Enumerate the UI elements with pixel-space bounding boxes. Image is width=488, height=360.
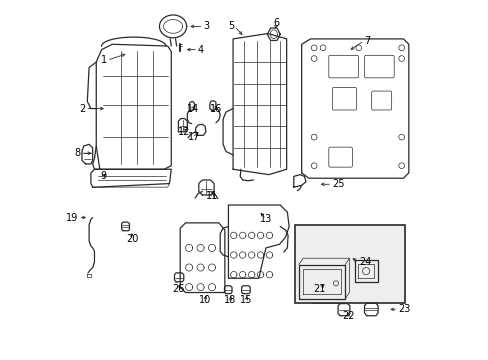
FancyBboxPatch shape: [328, 147, 352, 167]
FancyBboxPatch shape: [371, 91, 391, 110]
Text: 15: 15: [240, 295, 252, 305]
Text: 23: 23: [397, 304, 409, 314]
Text: 5: 5: [228, 21, 234, 31]
Text: 7: 7: [364, 36, 370, 46]
Text: 17: 17: [188, 132, 200, 142]
Text: 4: 4: [198, 45, 204, 55]
Text: 19: 19: [66, 212, 78, 222]
Text: 14: 14: [186, 104, 199, 113]
Text: 21: 21: [313, 284, 325, 294]
Text: 8: 8: [74, 148, 80, 158]
Text: 2: 2: [79, 104, 85, 113]
Text: 9: 9: [100, 171, 106, 181]
Text: 24: 24: [358, 257, 370, 267]
FancyBboxPatch shape: [328, 55, 358, 78]
Text: 11: 11: [206, 191, 218, 201]
Text: 10: 10: [199, 295, 211, 305]
Text: 18: 18: [224, 295, 236, 305]
Bar: [294, 225, 405, 303]
Text: 22: 22: [341, 311, 354, 321]
Text: 25: 25: [331, 179, 344, 189]
Text: 20: 20: [125, 234, 138, 244]
Text: 6: 6: [273, 18, 279, 28]
Text: 3: 3: [203, 21, 209, 31]
FancyBboxPatch shape: [332, 87, 356, 110]
FancyBboxPatch shape: [364, 55, 393, 78]
Text: 13: 13: [259, 214, 271, 224]
Text: 1: 1: [101, 55, 107, 65]
Text: 16: 16: [209, 104, 222, 113]
Text: 12: 12: [177, 127, 189, 137]
Text: 26: 26: [172, 284, 184, 294]
